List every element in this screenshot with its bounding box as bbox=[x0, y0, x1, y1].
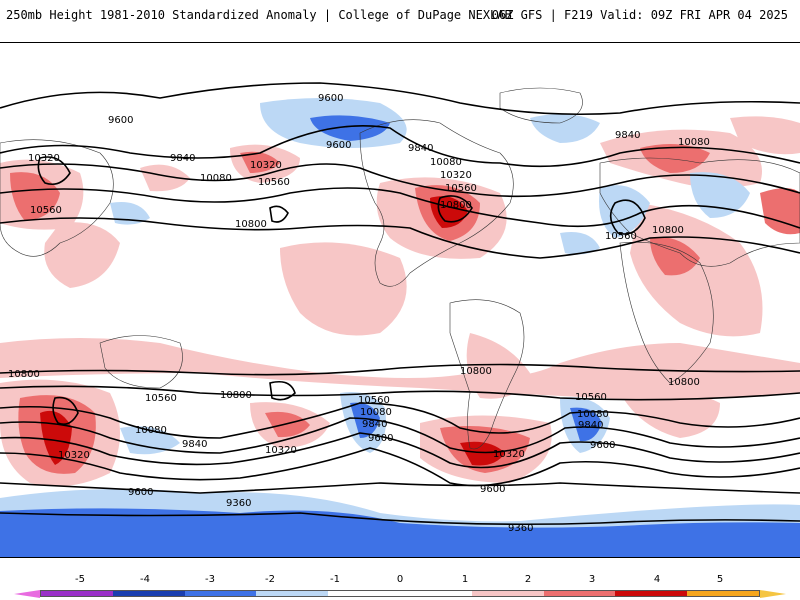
contour-label: 9600 bbox=[368, 433, 393, 444]
contour-label: 10080 bbox=[678, 137, 710, 148]
contour-label: 9840 bbox=[578, 420, 603, 431]
colorbar-tick-label: 3 bbox=[588, 574, 596, 585]
contour-label: 9600 bbox=[480, 484, 505, 495]
height-contours bbox=[0, 82, 800, 526]
contour-label: 10560 bbox=[145, 393, 177, 404]
colorbar-segment bbox=[41, 591, 113, 596]
contour-label: 10320 bbox=[265, 445, 297, 456]
colorbar-segment bbox=[399, 591, 472, 596]
map-canvas: 9600 9600 9600 9840 9840 9840 10080 1008… bbox=[0, 43, 800, 557]
map-title: 250mb Height 1981-2010 Standardized Anom… bbox=[6, 8, 512, 22]
contour-label: 10560 bbox=[358, 395, 390, 406]
contour-label: 10080 bbox=[135, 425, 167, 436]
contour-label: 10560 bbox=[258, 177, 290, 188]
contour-label: 9840 bbox=[170, 153, 195, 164]
contour-label: 9600 bbox=[318, 93, 343, 104]
contour-label: 9840 bbox=[615, 130, 640, 141]
colorbar-tick-label: -2 bbox=[265, 574, 275, 585]
contour-label: 10320 bbox=[58, 450, 90, 461]
contour-label: 10560 bbox=[445, 183, 477, 194]
contour-label: 10560 bbox=[30, 205, 62, 216]
colorbar-tick-label: 5 bbox=[716, 574, 724, 585]
colorbar-tick-label: 4 bbox=[653, 574, 661, 585]
contour-label: 10080 bbox=[360, 407, 392, 418]
colorbar-tick-label: -1 bbox=[330, 574, 340, 585]
contour-label: 10080 bbox=[430, 157, 462, 168]
contour-label: 10320 bbox=[493, 449, 525, 460]
map-header: 250mb Height 1981-2010 Standardized Anom… bbox=[0, 0, 800, 42]
contour-label: 10800 bbox=[440, 200, 472, 211]
colorbar-tick-label: 0 bbox=[396, 574, 404, 585]
colorbar-max-extension bbox=[760, 590, 786, 598]
colorbar-tick-label: 1 bbox=[461, 574, 469, 585]
contour-label: 10320 bbox=[440, 170, 472, 181]
colorbar-segment bbox=[112, 591, 185, 596]
colorbar-segment bbox=[471, 591, 544, 596]
contour-label: 9360 bbox=[508, 523, 533, 534]
contour-label: 10560 bbox=[605, 231, 637, 242]
colorbar-segment bbox=[615, 591, 688, 596]
contour-label: 9600 bbox=[128, 487, 153, 498]
colorbar-segment bbox=[543, 591, 616, 596]
colorbar-segment bbox=[256, 591, 329, 596]
contour-label: 10800 bbox=[235, 219, 267, 230]
colorbar-min-extension bbox=[14, 590, 40, 598]
contour-label: 10320 bbox=[28, 153, 60, 164]
contour-label: 9840 bbox=[408, 143, 433, 154]
contour-label: 9360 bbox=[226, 498, 251, 509]
model-run-info: 06Z GFS | F219 Valid: 09Z FRI APR 04 202… bbox=[491, 8, 788, 22]
colorbar-tick-label: 2 bbox=[524, 574, 532, 585]
contour-label: 10800 bbox=[652, 225, 684, 236]
contour-label: 10560 bbox=[575, 392, 607, 403]
contour-label: 9600 bbox=[590, 440, 615, 451]
anomaly-shading bbox=[0, 98, 800, 557]
map-panel: 9600 9600 9600 9840 9840 9840 10080 1008… bbox=[0, 42, 800, 558]
contour-label: 10800 bbox=[220, 390, 252, 401]
colorbar-tick-label: -3 bbox=[205, 574, 215, 585]
colorbar-segment bbox=[687, 591, 759, 596]
colorbar-scale bbox=[40, 590, 760, 597]
contour-label: 10800 bbox=[8, 369, 40, 380]
contour-labels: 9600 9600 9600 9840 9840 9840 10080 1008… bbox=[8, 93, 710, 534]
contour-label: 9600 bbox=[326, 140, 351, 151]
contour-label: 10800 bbox=[460, 366, 492, 377]
contour-label: 9840 bbox=[362, 419, 387, 430]
contour-label: 9840 bbox=[182, 439, 207, 450]
contour-label: 10080 bbox=[577, 409, 609, 420]
colorbar-segment bbox=[328, 591, 400, 596]
contour-label: 10080 bbox=[200, 173, 232, 184]
colorbar-tick-label: -4 bbox=[140, 574, 150, 585]
contour-label: 9600 bbox=[108, 115, 133, 126]
colorbar-tick-label: -5 bbox=[75, 574, 85, 585]
colorbar-segment bbox=[184, 591, 257, 596]
anomaly-colorbar: -5 -4 -3 -2 -1 0 1 2 3 4 5 bbox=[0, 568, 800, 600]
contour-label: 10800 bbox=[668, 377, 700, 388]
contour-label: 10320 bbox=[250, 160, 282, 171]
